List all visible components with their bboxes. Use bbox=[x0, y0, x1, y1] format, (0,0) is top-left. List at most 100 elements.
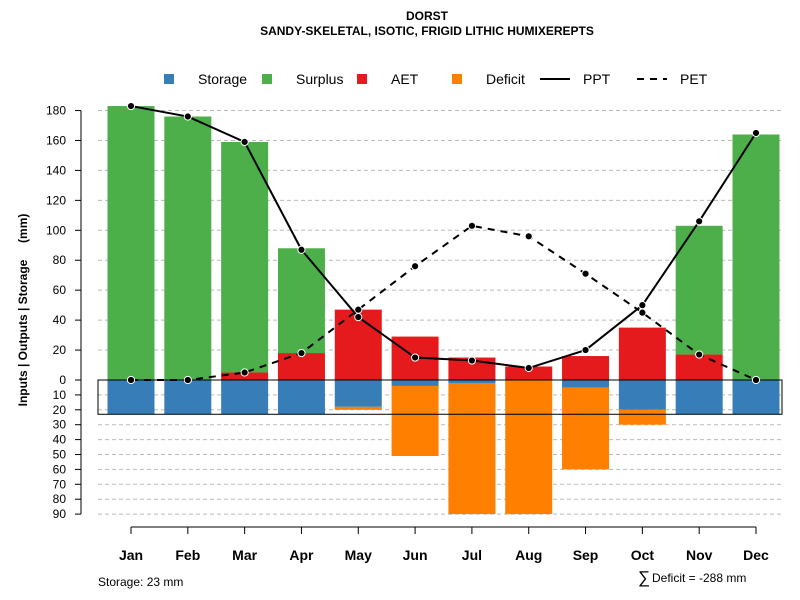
y-tick-label: 90 bbox=[53, 507, 67, 521]
y-tick-label: 60 bbox=[53, 462, 67, 476]
chart-title: DORST bbox=[406, 9, 449, 23]
storage-bar bbox=[675, 380, 723, 415]
pet-point bbox=[410, 262, 420, 271]
ppt-point bbox=[695, 217, 704, 226]
y-tick-label: 80 bbox=[53, 253, 67, 267]
y-tick-label: 80 bbox=[53, 492, 67, 506]
y-tick-label: 160 bbox=[46, 133, 66, 147]
aet-bar bbox=[675, 354, 723, 380]
surplus-bar bbox=[277, 248, 325, 354]
y-tick-label: 50 bbox=[53, 448, 67, 462]
x-tick-label: Aug bbox=[515, 547, 542, 563]
legend-label: Surplus bbox=[296, 71, 343, 87]
storage-bar bbox=[164, 380, 212, 415]
grid bbox=[98, 110, 782, 515]
ppt-line bbox=[130, 105, 757, 370]
y-tick-label: 0 bbox=[59, 373, 66, 387]
storage-bar bbox=[732, 380, 780, 415]
sum-symbol: ∑ bbox=[638, 568, 650, 587]
ppt-point bbox=[524, 363, 533, 373]
x-tick-label: Nov bbox=[686, 547, 713, 563]
storage-bar bbox=[391, 380, 439, 386]
aet-bar bbox=[505, 366, 553, 380]
chart-subtitle: SANDY-SKELETAL, ISOTIC, FRIGID LITHIC HU… bbox=[260, 24, 594, 38]
surplus-bar bbox=[107, 106, 155, 380]
storage-bar bbox=[562, 380, 610, 388]
x-tick-label: Jun bbox=[403, 547, 428, 563]
surplus-bar bbox=[164, 116, 212, 380]
deficit-bar bbox=[618, 409, 666, 425]
pet-point bbox=[240, 368, 249, 377]
storage-bar bbox=[107, 380, 155, 415]
storage-bar bbox=[277, 380, 325, 415]
aet-bar bbox=[618, 327, 666, 380]
y-tick-label: 10 bbox=[53, 388, 67, 402]
x-tick-label: Feb bbox=[175, 547, 200, 563]
y-tick-label: 70 bbox=[53, 477, 67, 491]
ppt-point bbox=[354, 313, 363, 322]
x-tick-label: Jan bbox=[119, 547, 143, 563]
y-tick-label: 40 bbox=[53, 313, 67, 327]
legend-swatch bbox=[262, 74, 272, 84]
ppt-point bbox=[183, 112, 192, 121]
storage-bar bbox=[221, 380, 269, 415]
axes: 0204060801001201401601801020304050607080… bbox=[46, 104, 769, 563]
pet-line bbox=[131, 224, 757, 381]
ppt-point bbox=[751, 128, 761, 138]
y-tick-label: 140 bbox=[46, 163, 66, 177]
pet-point bbox=[467, 221, 477, 230]
y-tick-label: 30 bbox=[53, 418, 67, 432]
pet-point bbox=[638, 308, 647, 317]
y-axis-label: Inputs | Outputs | Storage (mm) bbox=[16, 214, 30, 407]
series-lines bbox=[126, 101, 761, 385]
y-tick-label: 20 bbox=[53, 343, 67, 357]
ppt-point bbox=[410, 353, 420, 362]
pet-point bbox=[581, 269, 590, 278]
deficit-footnote: Deficit = -288 mm bbox=[652, 571, 746, 585]
pet-point bbox=[751, 375, 761, 385]
x-tick-label: Sep bbox=[573, 547, 599, 563]
y-tick-label: 40 bbox=[53, 433, 67, 447]
bars bbox=[97, 106, 783, 515]
x-tick-label: Mar bbox=[232, 547, 257, 563]
pet-point bbox=[354, 305, 363, 314]
storage-bar bbox=[334, 380, 382, 407]
y-tick-label: 60 bbox=[53, 283, 67, 297]
x-tick-label: Oct bbox=[631, 547, 655, 563]
pet-point bbox=[695, 350, 704, 359]
aet-bar bbox=[562, 356, 610, 380]
aet-bar bbox=[448, 357, 496, 380]
ppt-point bbox=[581, 345, 590, 355]
x-tick-label: Jul bbox=[462, 547, 482, 563]
storage-capacity-outline bbox=[97, 379, 783, 415]
y-tick-label: 20 bbox=[53, 403, 67, 417]
pet-point bbox=[126, 375, 136, 385]
legend: Storage Surplus AET Deficit PPT PET bbox=[164, 71, 708, 87]
ppt-point bbox=[297, 245, 306, 254]
y-tick-label: 100 bbox=[46, 223, 66, 237]
ppt-point bbox=[467, 356, 477, 365]
legend-label: Storage bbox=[198, 71, 247, 87]
deficit-bar bbox=[505, 380, 553, 515]
y-tick-label: 120 bbox=[46, 193, 66, 207]
legend-label: AET bbox=[391, 71, 419, 87]
pet-point bbox=[183, 375, 192, 385]
ppt-point bbox=[126, 101, 136, 111]
surplus-bar bbox=[221, 141, 269, 373]
legend-label: PPT bbox=[583, 71, 611, 87]
legend-swatch bbox=[452, 74, 462, 84]
deficit-bar bbox=[334, 406, 382, 410]
x-tick-label: Dec bbox=[743, 547, 769, 563]
ppt-point bbox=[638, 301, 647, 310]
storage-bar bbox=[618, 380, 666, 410]
x-tick-label: Apr bbox=[289, 547, 314, 563]
surplus-bar bbox=[732, 134, 780, 380]
ppt-point bbox=[240, 137, 249, 147]
deficit-bar bbox=[391, 385, 439, 456]
legend-swatch bbox=[164, 74, 174, 84]
deficit-bar bbox=[562, 387, 610, 470]
surplus-bar bbox=[675, 225, 723, 355]
storage-bar bbox=[448, 380, 496, 383]
pet-point bbox=[297, 348, 306, 358]
